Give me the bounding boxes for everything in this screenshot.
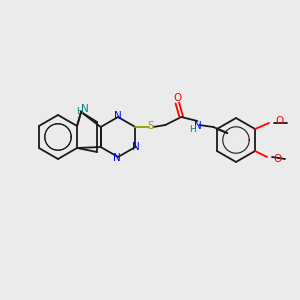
Text: O: O — [173, 93, 182, 103]
Text: H: H — [189, 124, 196, 134]
Text: N: N — [113, 153, 121, 163]
Text: N: N — [81, 104, 89, 114]
Text: N: N — [194, 121, 202, 131]
Text: S: S — [147, 121, 154, 131]
Text: N: N — [132, 142, 140, 152]
Text: O: O — [275, 116, 283, 126]
Text: H: H — [76, 106, 82, 116]
Text: O: O — [273, 154, 281, 164]
Text: N: N — [114, 111, 122, 121]
